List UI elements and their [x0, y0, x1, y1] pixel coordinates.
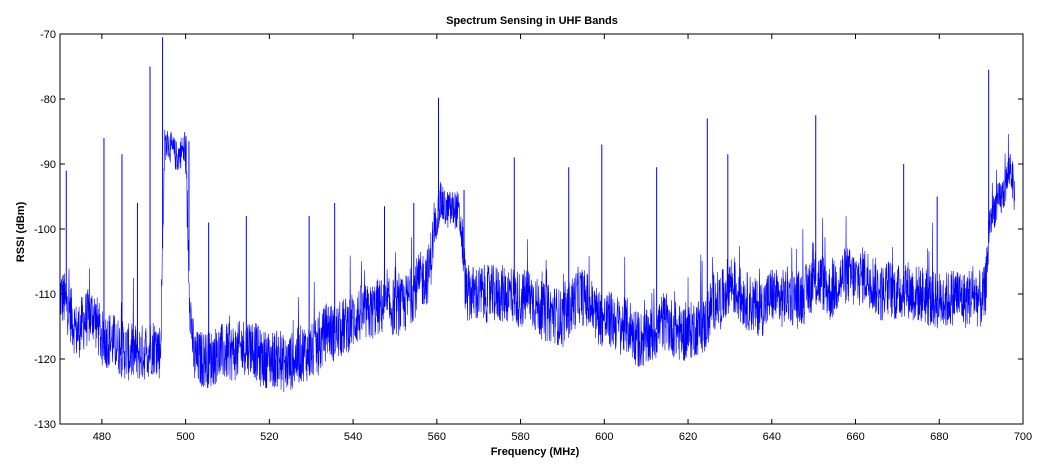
x-tick-label: 480 — [93, 431, 111, 443]
x-tick-label: 620 — [679, 431, 697, 443]
y-tick-label: -100 — [34, 224, 56, 236]
x-tick-label: 500 — [176, 431, 194, 443]
x-tick-label: 680 — [930, 431, 948, 443]
x-tick-label: 580 — [511, 431, 529, 443]
y-axis-ticks: -70 -80 -90 -100 -110 -120 -130 — [34, 29, 1023, 431]
x-tick-label: 640 — [763, 431, 781, 443]
x-axis-ticks: 480 500 520 540 560 580 600 620 640 660 680 700 — [93, 34, 1032, 443]
series-line — [59, 129, 1015, 392]
y-axis-label: RSSI (dBm) — [15, 201, 27, 262]
x-tick-label: 700 — [1014, 431, 1032, 443]
y-tick-label: -130 — [34, 419, 56, 431]
y-tick-label: -110 — [35, 289, 56, 301]
x-tick-label: 660 — [846, 431, 864, 443]
x-tick-label: 560 — [428, 431, 446, 443]
y-tick-label: -80 — [40, 94, 56, 106]
plot-area — [59, 33, 1024, 425]
x-tick-label: 520 — [260, 431, 278, 443]
x-tick-label: 600 — [595, 431, 613, 443]
x-tick-label: 540 — [344, 431, 362, 443]
y-tick-label: -70 — [40, 29, 56, 41]
y-tick-label: -90 — [40, 159, 56, 171]
y-tick-label: -120 — [34, 354, 56, 366]
x-axis-label: Frequency (MHz) — [491, 446, 580, 458]
series-group — [59, 37, 1015, 392]
chart-title: Spectrum Sensing in UHF Bands — [446, 15, 618, 27]
